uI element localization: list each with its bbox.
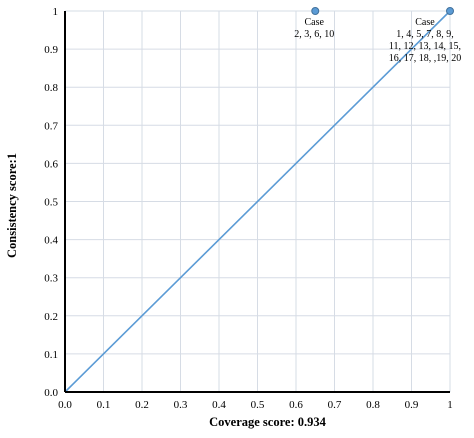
x-tick-label: 0.9 [405, 399, 419, 411]
y-tick-label: 0.3 [44, 273, 58, 285]
reference-diagonal-line [64, 10, 451, 393]
x-tick-label: 1 [447, 399, 453, 411]
data-point-label: Case 1, 4, 5, 7, 8, 9, 11, 12, 13, 14, 15,… [389, 17, 462, 64]
axes [64, 11, 450, 393]
data-point [311, 7, 320, 15]
x-tick-label: 0.7 [328, 399, 342, 411]
x-tick-label: 0.2 [135, 399, 149, 411]
x-tick-label: 0.5 [251, 399, 265, 411]
x-tick-labels: 0.0 0.1 0.2 0.3 0.4 0.5 0.6 0.7 0.8 0.9 1 [58, 399, 453, 411]
x-axis-title: Coverage score: 0.934 [209, 415, 326, 429]
y-tick-label: 0.1 [44, 349, 58, 361]
y-tick-label: 0.4 [44, 235, 58, 247]
y-tick-label: 1 [53, 6, 59, 18]
x-tick-label: 0.8 [366, 399, 380, 411]
x-tick-label: 0.6 [289, 399, 303, 411]
x-tick-label: 0.1 [97, 399, 111, 411]
y-tick-label: 0.6 [44, 158, 58, 170]
x-tick-label: 0.0 [58, 399, 72, 411]
y-tick-label: 0.7 [44, 120, 58, 132]
data-point-label: Case 2, 3, 6, 10 [294, 17, 334, 40]
y-tick-label: 0.0 [44, 387, 58, 399]
data-point [446, 7, 454, 15]
y-tick-label: 0.8 [44, 82, 58, 94]
y-tick-label: 0.5 [44, 197, 58, 209]
y-tick-label: 0.9 [44, 44, 58, 56]
y-tick-label: 0.2 [44, 311, 58, 323]
data-points: Case 2, 3, 6, 10 Case 1, 4, 5, 7, 8, 9, 11, … [294, 7, 462, 64]
x-tick-label: 0.3 [174, 399, 188, 411]
y-axis-title: Consistency score:1 [5, 153, 19, 258]
x-tick-label: 0.4 [212, 399, 226, 411]
y-tick-labels: 0.0 0.1 0.2 0.3 0.4 0.5 0.6 0.7 0.8 0.9 1 [44, 6, 58, 399]
